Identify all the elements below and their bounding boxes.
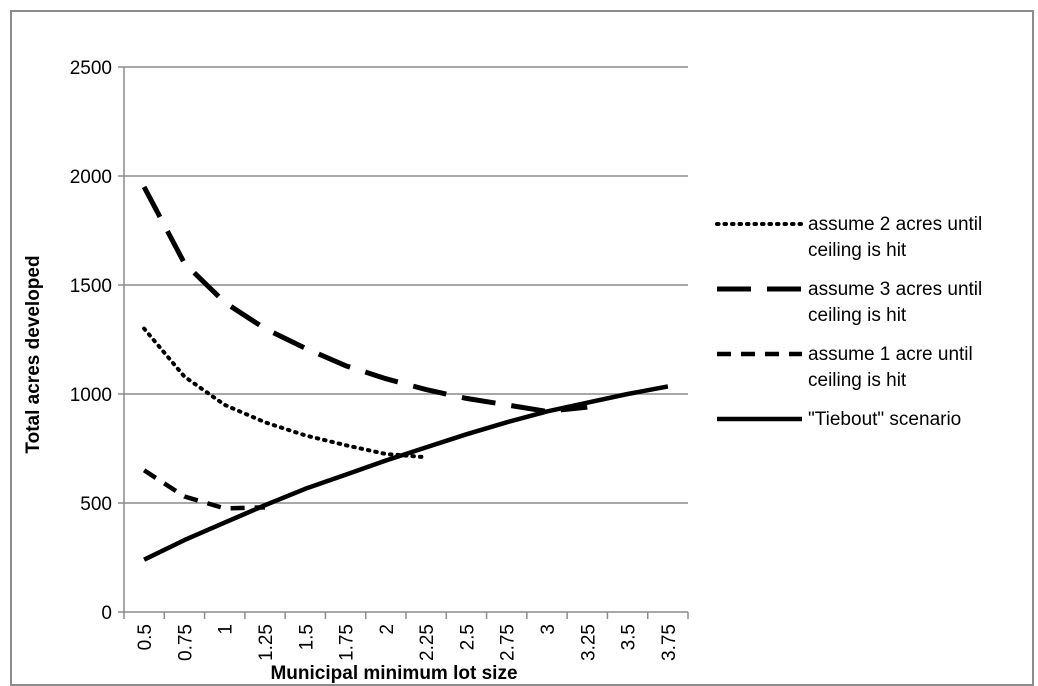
legend-label-3: ceiling is hit xyxy=(808,370,907,391)
tick-labels: 0 500 1000 1500 2000 2500 0.5 0.75 1 1.25 1.5 1.75 2… xyxy=(70,58,680,661)
x-tick-label: 2.75 xyxy=(498,624,519,661)
chart-frame: 0 500 1000 1500 2000 2500 0.5 0.75 1 1.25 1.5 1.75 2… xyxy=(10,10,1034,686)
x-tick-label: 3.25 xyxy=(578,624,599,661)
y-tick-label: 500 xyxy=(80,494,112,515)
legend: assume 2 acres until ceiling is hit assume… xyxy=(715,214,982,430)
y-tick-label: 1500 xyxy=(70,276,112,297)
legend-label-1: ceiling is hit xyxy=(808,240,907,261)
legend-label-1: assume 2 acres until xyxy=(808,214,982,235)
x-tick-label: 2.25 xyxy=(417,624,438,661)
x-tick-label: 1.75 xyxy=(337,624,358,661)
x-tick-label: 1.5 xyxy=(296,624,317,650)
x-axis-title: Municipal minimum lot size xyxy=(270,663,517,684)
x-tick-label: 2.5 xyxy=(457,624,478,650)
y-tick-label: 2500 xyxy=(70,58,112,79)
x-tick-label: 3.5 xyxy=(619,624,640,650)
legend-label-4: "Tiebout" scenario xyxy=(808,409,961,430)
x-tick-label: 0.5 xyxy=(135,624,156,650)
series-line-3 xyxy=(142,468,266,511)
y-tick-label: 2000 xyxy=(70,167,112,188)
x-tick-label: 0.75 xyxy=(175,624,196,661)
y-tick-label: 1000 xyxy=(70,385,112,406)
legend-label-2: ceiling is hit xyxy=(808,305,907,326)
series-line-2 xyxy=(141,185,588,414)
series-line-4 xyxy=(143,384,669,562)
y-tick-label: 0 xyxy=(101,603,112,624)
series-line-1 xyxy=(142,326,429,460)
series-lines xyxy=(141,185,669,562)
x-tick-label: 3 xyxy=(538,624,559,635)
line-chart: 0 500 1000 1500 2000 2500 0.5 0.75 1 1.25 1.5 1.75 2… xyxy=(23,58,982,684)
y-axis-title: Total acres developed xyxy=(23,255,44,453)
x-tick-label: 1.25 xyxy=(256,624,277,661)
legend-label-2: assume 3 acres until xyxy=(808,279,982,300)
x-tick-label: 2 xyxy=(377,624,398,635)
axes xyxy=(118,66,689,619)
legend-label-3: assume 1 acre until xyxy=(808,344,973,365)
x-tick-label: 1 xyxy=(216,624,237,635)
x-tick-label: 3.75 xyxy=(659,624,680,661)
gridlines xyxy=(124,66,688,504)
